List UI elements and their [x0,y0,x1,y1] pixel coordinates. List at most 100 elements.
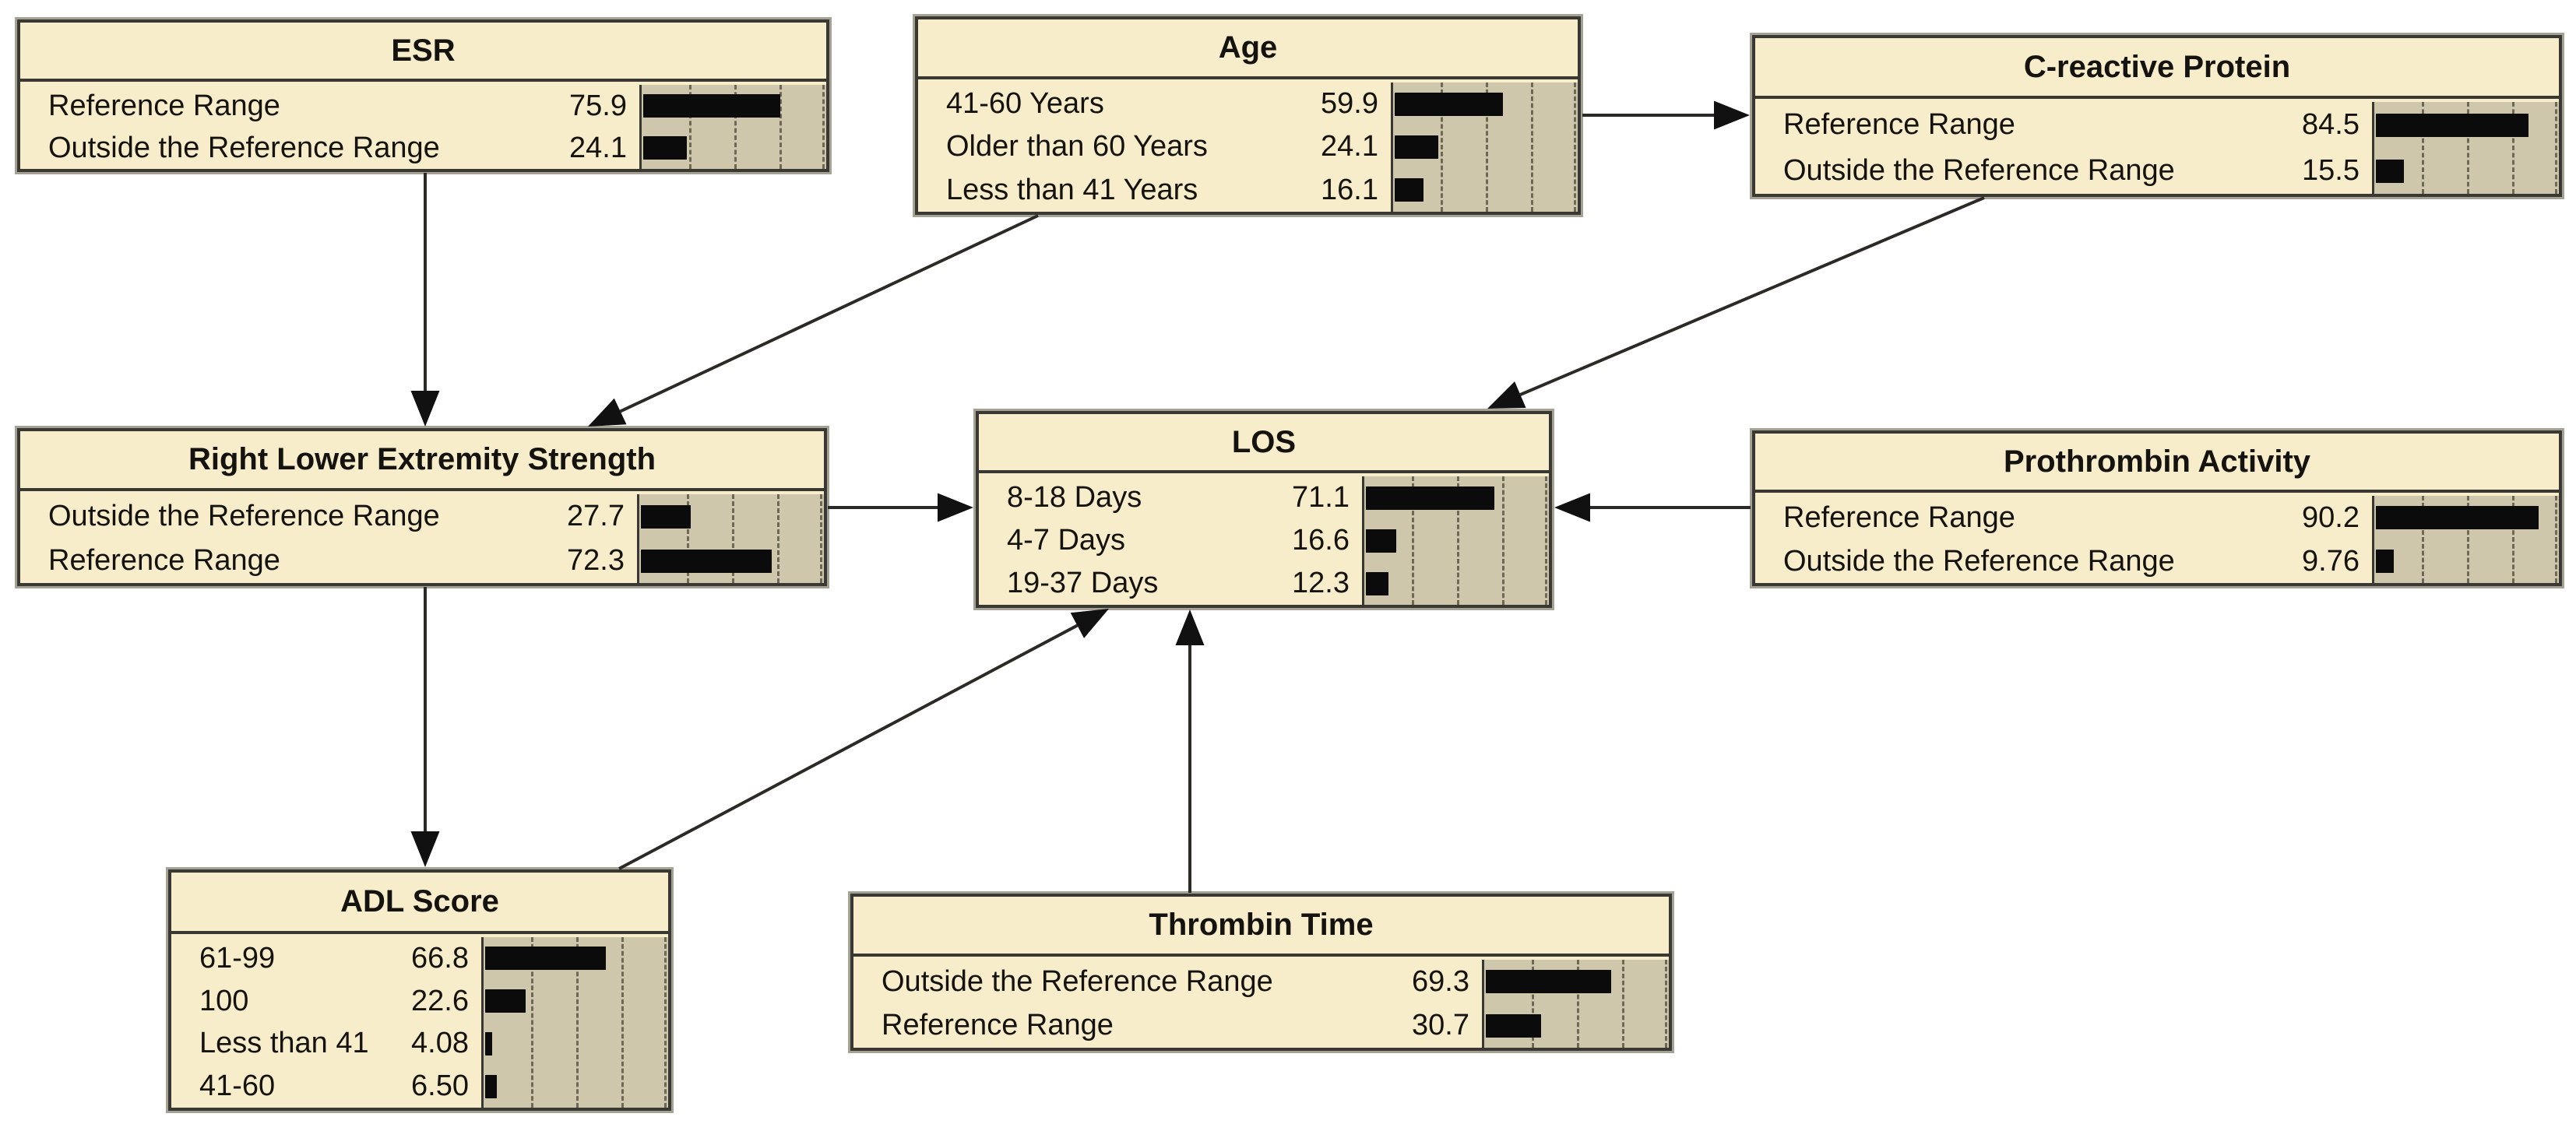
state-probability: 4.08 [411,1027,469,1060]
state-label: Reference Range [48,89,280,122]
node-title: ADL Score [171,873,668,934]
edge-line [618,623,1079,870]
state-probability: 16.1 [1321,173,1378,206]
state-row: Reference Range 30.7 [853,1004,1669,1048]
belief-bar-area [1362,476,1549,605]
state-probability: 16.6 [1292,524,1350,557]
belief-bar [641,504,692,529]
state-row: Reference Range 75.9 [20,85,826,127]
state-label: 100 [199,984,249,1017]
state-row: Reference Range 90.2 [1755,496,2559,539]
gridline [687,494,689,583]
state-probability: 71.1 [1292,481,1350,514]
node-age[interactable]: Age 41-60 Years 59.9 Older than 60 Years 24.… [915,16,1581,215]
state-probability: 90.2 [2302,501,2360,534]
gridline [1577,960,1579,1048]
edge-rles-los [828,493,973,522]
node-title: Thrombin Time [853,897,1669,957]
gridline [1545,476,1547,605]
node-body: Reference Range 84.5 Outside the Reference… [1755,102,2559,194]
state-probability: 75.9 [569,89,627,122]
arrowhead-icon [1487,381,1526,409]
state-row: Outside the Reference Range 15.5 [1755,148,2559,194]
gridline [820,494,822,583]
gridline [1622,960,1624,1048]
state-row: Less than 41 4.08 [171,1023,668,1066]
state-row: 41-60 6.50 [171,1065,668,1108]
state-probability: 30.7 [1412,1009,1469,1042]
arrowhead-icon [410,831,440,867]
node-adl[interactable]: ADL Score 61-99 66.8 100 22.6 Less than 41 4.0… [168,869,671,1111]
state-label: Reference Range [1783,108,2015,141]
edge-crp-los [1487,196,1985,409]
node-rles[interactable]: Right Lower Extremity Strength Outside th… [17,428,827,586]
gridline [2512,496,2514,583]
belief-bar [485,947,606,971]
node-title: LOS [979,414,1549,473]
state-row: 61-99 66.8 [171,937,668,980]
state-probability: 24.1 [1321,130,1378,163]
belief-bar [1486,1013,1542,1038]
arrowhead-icon [1714,100,1750,130]
state-row: Outside the Reference Range 9.76 [1755,539,2559,583]
state-label: Reference Range [882,1009,1114,1042]
node-body: Outside the Reference Range 69.3 Reference… [853,960,1669,1048]
node-tt[interactable]: Thrombin Time Outside the Reference Range… [850,894,1672,1051]
state-row: 19-37 Days 12.3 [979,562,1549,605]
gridline [664,937,667,1108]
state-label: Outside the Reference Range [48,500,440,532]
state-row: Reference Range 84.5 [1755,102,2559,148]
belief-bar [1366,486,1494,510]
gridline [1531,83,1533,212]
gridline [779,85,782,169]
state-probability: 66.8 [411,941,469,975]
gridline [2467,102,2469,194]
state-probability: 22.6 [411,984,469,1017]
state-label: Reference Range [1783,501,2015,534]
state-probability: 59.9 [1321,87,1378,121]
node-pa[interactable]: Prothrombin Activity Reference Range 90.2 O… [1752,430,2562,586]
gridline [1412,476,1414,605]
state-row: 4-7 Days 16.6 [979,519,1549,562]
node-body: 41-60 Years 59.9 Older than 60 Years 24.1 Le… [918,83,1578,212]
belief-bar-area [481,937,668,1108]
node-crp[interactable]: C-reactive Protein Reference Range 84.5 Out… [1752,35,2562,197]
gridline [621,937,624,1108]
gridline [1532,960,1534,1048]
state-probability: 6.50 [411,1070,469,1103]
edge-pa-los [1554,493,1751,522]
gridline [2555,496,2557,583]
node-body: 61-99 66.8 100 22.6 Less than 41 4.08 41-60 6.5… [171,937,668,1108]
state-label: 61-99 [199,941,276,975]
belief-bar [641,549,772,573]
arrowhead-icon [410,391,440,427]
state-label: Less than 41 Years [946,173,1198,206]
state-row: Reference Range 72.3 [20,539,824,583]
state-row: Outside the Reference Range 24.1 [20,127,826,169]
state-label: Outside the Reference Range [882,964,1273,998]
node-title: ESR [20,23,826,82]
arrowhead-icon [1070,609,1109,638]
node-esr[interactable]: ESR Reference Range 75.9 Outside the Refere… [17,19,829,172]
belief-bar-area [639,85,826,169]
state-label: 8-18 Days [1007,481,1142,514]
edge-age-rles [588,214,1039,427]
belief-bar [1395,135,1438,159]
state-label: Reference Range [48,544,280,577]
belief-bar [485,1074,498,1098]
gridline [576,937,579,1108]
gridline [1486,83,1488,212]
node-body: 8-18 Days 71.1 4-7 Days 16.6 19-37 Days 12.3 [979,476,1549,605]
belief-bar [2376,159,2404,183]
state-row: 8-18 Days 71.1 [979,476,1549,519]
belief-bar-area [1482,960,1669,1048]
state-label: 41-60 Years [946,87,1104,121]
belief-bar [1395,178,1424,202]
state-label: Less than 41 [199,1027,369,1060]
node-los[interactable]: LOS 8-18 Days 71.1 4-7 Days 16.6 19-37 Days 12… [976,411,1552,608]
node-title: Age [918,19,1578,79]
belief-bar [1395,92,1503,116]
state-row: 100 22.6 [171,980,668,1023]
